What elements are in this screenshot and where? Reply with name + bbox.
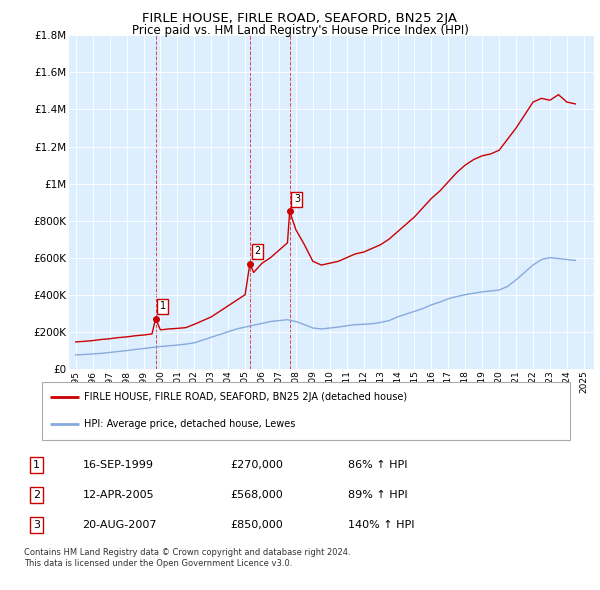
Text: 2: 2 xyxy=(33,490,40,500)
Text: 20-AUG-2007: 20-AUG-2007 xyxy=(83,520,157,530)
FancyBboxPatch shape xyxy=(42,382,570,440)
Text: HPI: Average price, detached house, Lewes: HPI: Average price, detached house, Lewe… xyxy=(84,419,296,429)
Text: Contains HM Land Registry data © Crown copyright and database right 2024.: Contains HM Land Registry data © Crown c… xyxy=(24,548,350,556)
Text: 86% ↑ HPI: 86% ↑ HPI xyxy=(347,460,407,470)
Text: £850,000: £850,000 xyxy=(230,520,283,530)
Text: 16-SEP-1999: 16-SEP-1999 xyxy=(83,460,154,470)
Text: FIRLE HOUSE, FIRLE ROAD, SEAFORD, BN25 2JA (detached house): FIRLE HOUSE, FIRLE ROAD, SEAFORD, BN25 2… xyxy=(84,392,407,402)
Text: 1: 1 xyxy=(33,460,40,470)
Text: 89% ↑ HPI: 89% ↑ HPI xyxy=(347,490,407,500)
Text: 140% ↑ HPI: 140% ↑ HPI xyxy=(347,520,414,530)
Text: This data is licensed under the Open Government Licence v3.0.: This data is licensed under the Open Gov… xyxy=(24,559,292,568)
Text: 2: 2 xyxy=(254,246,260,256)
Text: 3: 3 xyxy=(294,194,300,204)
Text: £270,000: £270,000 xyxy=(230,460,283,470)
Text: FIRLE HOUSE, FIRLE ROAD, SEAFORD, BN25 2JA: FIRLE HOUSE, FIRLE ROAD, SEAFORD, BN25 2… xyxy=(143,12,458,25)
Text: £568,000: £568,000 xyxy=(230,490,283,500)
Text: 12-APR-2005: 12-APR-2005 xyxy=(83,490,154,500)
Text: 3: 3 xyxy=(33,520,40,530)
Text: 1: 1 xyxy=(160,301,166,312)
Text: Price paid vs. HM Land Registry's House Price Index (HPI): Price paid vs. HM Land Registry's House … xyxy=(131,24,469,37)
